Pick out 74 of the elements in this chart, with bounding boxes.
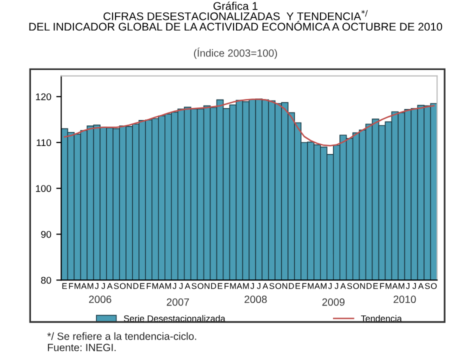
x-tick-label: S <box>347 283 352 289</box>
x-tick-label: M <box>74 283 80 289</box>
x-tick-label: M <box>308 283 314 289</box>
x-tick-label: J <box>179 283 183 289</box>
text: */ Se refiere a la tendencia-ciclo. Fuente: INEGI. <box>47 332 196 352</box>
x-tick-label: M <box>320 283 326 289</box>
x-tick-label: D <box>366 283 372 289</box>
x-tick-label: N <box>204 283 210 289</box>
y-tick-label: 120 <box>36 93 52 100</box>
x-tick-label: A <box>392 283 398 289</box>
y-tick-label: 110 <box>36 139 52 146</box>
x-tick-label: F <box>69 283 74 289</box>
y-tick-label: 90 <box>41 230 52 238</box>
text: 2008 <box>244 296 267 304</box>
x-tick-label: O <box>431 283 437 289</box>
x-tick-label: O <box>120 283 126 289</box>
x-tick-label: M <box>243 283 249 289</box>
x-tick-label: S <box>192 283 196 289</box>
x-tick-label: A <box>81 283 87 289</box>
x-tick-label: M <box>165 283 171 289</box>
x-tick-label: A <box>236 283 242 289</box>
x-tick-label: J <box>412 283 416 289</box>
x-tick-label: A <box>314 283 320 289</box>
x-tick-label: J <box>256 283 260 289</box>
x-tick-label: S <box>114 283 119 289</box>
x-tick-label: N <box>282 283 288 289</box>
text: 2007 <box>166 298 189 306</box>
y-tick-label: 80 <box>41 276 52 284</box>
text: 2010 <box>394 296 416 304</box>
x-tick-label: F <box>302 283 306 289</box>
x-tick-label: N <box>126 283 132 289</box>
x-tick-label: J <box>406 283 410 289</box>
x-tick-label: O <box>198 283 204 289</box>
x-tick-label: J <box>94 283 98 289</box>
x-tick-label: A <box>184 283 190 289</box>
x-tick-label: J <box>250 283 254 289</box>
x-tick-label: D <box>288 283 294 289</box>
x-tick-label: E <box>140 283 145 289</box>
x-tick-label: J <box>101 283 105 289</box>
x-tick-label: A <box>262 283 268 289</box>
x-tick-label: E <box>296 283 300 289</box>
x-tick-label: M <box>398 283 404 289</box>
text: 2006 <box>89 296 112 304</box>
x-tick-label: A <box>107 283 113 289</box>
x-tick-label: E <box>218 283 222 289</box>
x-tick-label: S <box>269 283 274 289</box>
x-tick-label: N <box>360 283 365 289</box>
x-tick-label: J <box>172 283 176 289</box>
x-tick-label: A <box>418 283 424 289</box>
legend-label: Serie Desestacionalizada <box>124 315 226 322</box>
x-tick-label: F <box>224 283 229 289</box>
x-tick-label: D <box>211 283 216 289</box>
x-tick-label: A <box>158 283 164 289</box>
x-tick-label: M <box>88 283 94 289</box>
x-tick-label: M <box>152 283 158 289</box>
x-tick-label: O <box>353 283 359 289</box>
x-tick-label: D <box>133 283 138 289</box>
line-series <box>64 98 435 146</box>
x-tick-label: O <box>275 283 282 289</box>
x-tick-label: S <box>424 283 430 289</box>
x-tick-label: J <box>328 283 332 289</box>
x-tick-label: F <box>146 283 151 289</box>
y-tick-label: 100 <box>36 185 52 192</box>
chart-title: Gráfica 1 CIFRAS DESESTACIONALIZADAS Y TENDENCIA$^{*/}$ DEL INDICADOR GLOBAL DE LA ACTIVIDAD ECONÓMICA A OCTUBRE DE 2010 <box>29 2 442 31</box>
x-tick-label: F <box>380 283 384 289</box>
x-tick-label: E <box>373 283 378 289</box>
x-tick-label: J <box>334 283 338 289</box>
x-tick-label: M <box>230 283 236 289</box>
x-tick-label: E <box>62 283 67 289</box>
text: 2009 <box>322 298 344 306</box>
x-tick-label: A <box>340 283 346 289</box>
x-tick-label: M <box>386 283 392 289</box>
legend-label: Tendencia <box>360 315 402 322</box>
chart-subtitle: (Índice 2003=100) <box>194 48 277 59</box>
